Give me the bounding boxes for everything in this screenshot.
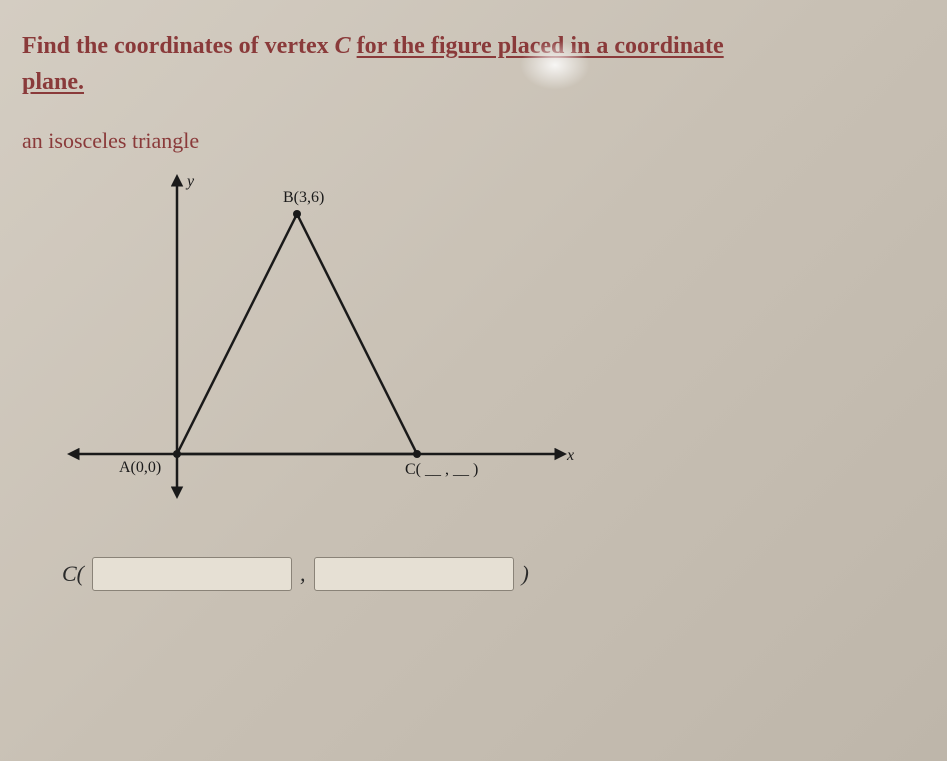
question-title: Find the coordinates of vertex C for the… bbox=[22, 28, 925, 100]
answer-prefix: C( bbox=[62, 561, 84, 587]
vertex-label-c: C( __ , __ ) bbox=[405, 461, 478, 478]
vertex-a bbox=[173, 450, 181, 458]
title-line1-a: Find the coordinates of vertex bbox=[22, 33, 335, 59]
vertex-label-b: B(3,6) bbox=[283, 189, 324, 206]
answer-y-input[interactable] bbox=[314, 557, 514, 591]
vertex-b bbox=[293, 210, 301, 218]
shape-description: an isosceles triangle bbox=[22, 128, 925, 154]
title-vertex-letter: C bbox=[335, 33, 351, 59]
title-line2: plane. bbox=[22, 69, 84, 95]
answer-suffix: ) bbox=[522, 561, 529, 587]
y-axis-label: y bbox=[185, 173, 195, 190]
answer-x-input[interactable] bbox=[92, 557, 292, 591]
coordinate-diagram: y x A(0,0) B(3,6) C( __ , __ ) bbox=[62, 164, 582, 524]
triangle bbox=[177, 214, 417, 454]
answer-row: C( , ) bbox=[62, 557, 925, 591]
vertex-label-a: A(0,0) bbox=[119, 459, 161, 476]
x-axis-label: x bbox=[566, 447, 574, 464]
diagram-container: y x A(0,0) B(3,6) C( __ , __ ) bbox=[62, 164, 925, 529]
vertex-c bbox=[413, 450, 421, 458]
answer-separator: , bbox=[300, 561, 306, 587]
title-line1-b: for the figure placed in a coordinate bbox=[357, 33, 724, 59]
